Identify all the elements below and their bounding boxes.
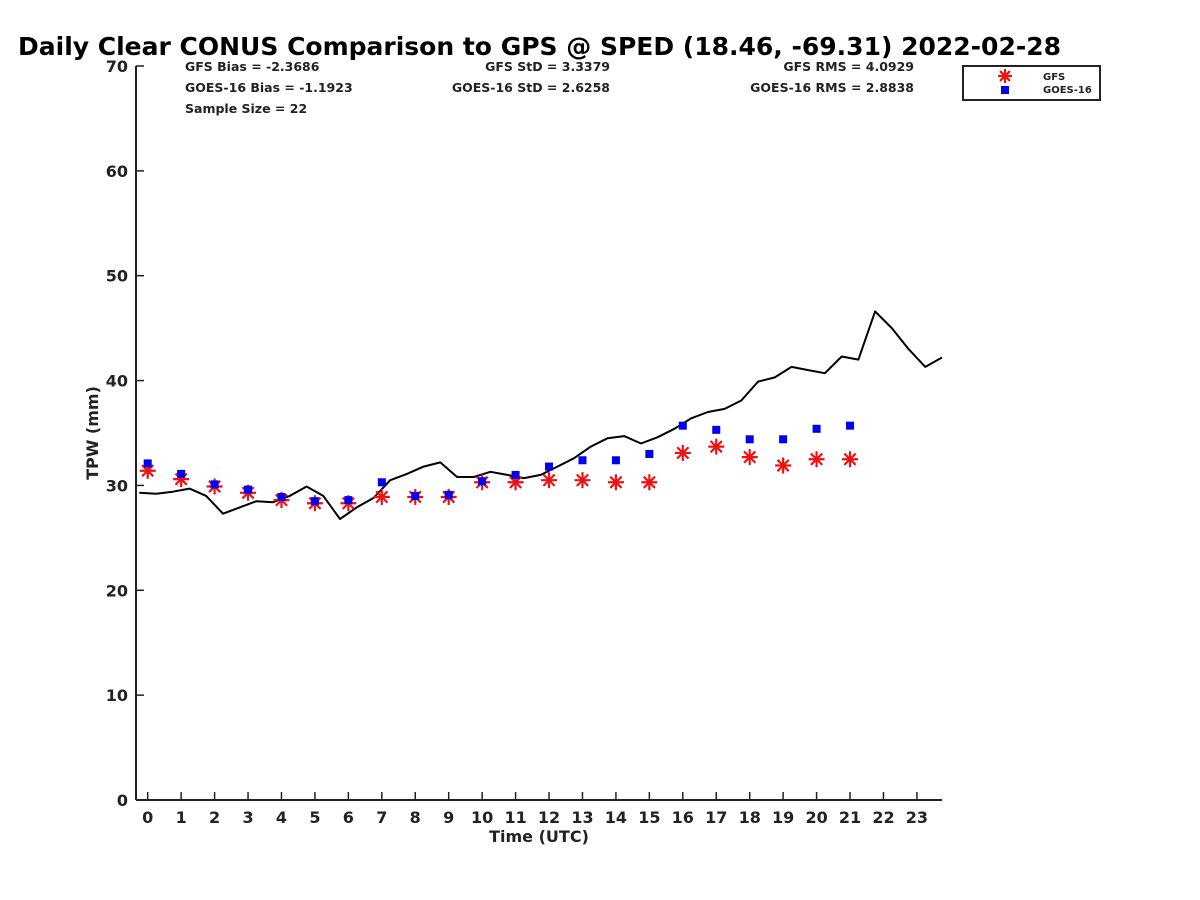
goes-16-point <box>444 490 453 499</box>
x-tick-label: 14 <box>605 808 627 827</box>
x-tick-label: 2 <box>209 808 220 827</box>
y-tick-label: 20 <box>106 581 128 600</box>
gfs-bias-text: GFS Bias = -2.3686 <box>185 59 320 74</box>
gfs-point <box>708 438 725 455</box>
gps-series-line <box>139 310 943 520</box>
goes-16-point <box>310 497 319 506</box>
gfs-point <box>775 457 792 474</box>
goes-16-point <box>511 470 520 479</box>
gfs-point <box>674 444 691 461</box>
goes-16-point <box>411 491 420 500</box>
x-tick-label: 11 <box>504 808 526 827</box>
x-tick-label: 22 <box>872 808 894 827</box>
goes-16-point <box>478 477 487 486</box>
goes-16-point <box>645 449 654 458</box>
x-tick-label: 0 <box>142 808 153 827</box>
chart-title: Daily Clear CONUS Comparison to GPS @ SP… <box>18 32 1061 61</box>
goes-16-point <box>143 459 152 468</box>
x-tick-label: 19 <box>772 808 794 827</box>
gfs-point <box>574 472 591 489</box>
plot-area <box>139 310 943 520</box>
goes-16-point <box>745 435 754 444</box>
y-tick-label: 30 <box>106 476 128 495</box>
goes-std-text: GOES-16 StD = 2.6258 <box>452 80 610 95</box>
gfs-point <box>808 451 825 468</box>
goes-16-point <box>344 496 353 505</box>
axes <box>135 66 942 801</box>
x-tick-label: 16 <box>672 808 694 827</box>
x-tick-label: 20 <box>805 808 827 827</box>
y-tick-label: 40 <box>106 372 128 391</box>
gfs-marker-glyph <box>998 69 1012 83</box>
gfs-point <box>541 472 558 489</box>
goes-16-point <box>611 456 620 465</box>
y-tick-label: 70 <box>106 57 128 76</box>
x-tick-label: 17 <box>705 808 727 827</box>
x-tick-label: 8 <box>410 808 421 827</box>
x-tick-label: 9 <box>443 808 454 827</box>
legend-box <box>962 65 1101 101</box>
goes-16-point <box>545 462 554 471</box>
goes-16-point <box>377 478 386 487</box>
x-tick-label: 3 <box>242 808 253 827</box>
x-tick-label: 7 <box>376 808 387 827</box>
goes-16-marker-glyph <box>1001 86 1009 94</box>
gfs-point <box>373 488 390 505</box>
goes-16-point <box>678 421 687 430</box>
sample-size-text: Sample Size = 22 <box>185 101 307 116</box>
goes-16-point <box>812 424 821 433</box>
goes-16-point <box>277 492 286 501</box>
gfs-point <box>607 474 624 491</box>
y-axis-label: TPW (mm) <box>83 386 102 480</box>
legend-gfs-marker <box>998 69 1012 83</box>
gfs-std-text: GFS StD = 3.3379 <box>485 59 610 74</box>
x-tick-label: 5 <box>309 808 320 827</box>
x-axis-label: Time (UTC) <box>489 827 589 846</box>
legend-goes-label: GOES-16 <box>1043 85 1092 96</box>
goes-16-point <box>779 435 788 444</box>
gfs-point <box>741 449 758 466</box>
legend-goes-marker <box>1001 86 1009 94</box>
stats-block: GFS Bias = -2.3686 GOES-16 Bias = -1.192… <box>185 59 914 116</box>
y-tick-label: 0 <box>117 791 128 810</box>
x-tick-label: 21 <box>839 808 861 827</box>
x-tick-label: 18 <box>739 808 761 827</box>
legend: GFS GOES-16 <box>962 65 1101 101</box>
x-tick-label: 6 <box>343 808 354 827</box>
x-tick-label: 10 <box>471 808 493 827</box>
goes-16-point <box>578 456 587 465</box>
x-tick-label: 12 <box>538 808 560 827</box>
goes-16-point <box>846 421 855 430</box>
gfs-rms-text: GFS RMS = 4.0929 <box>783 59 914 74</box>
x-tick-label: 13 <box>571 808 593 827</box>
goes-rms-text: GOES-16 RMS = 2.8838 <box>750 80 914 95</box>
x-tick-label: 15 <box>638 808 660 827</box>
x-tick-label: 1 <box>176 808 187 827</box>
gfs-point <box>842 451 859 468</box>
goes-16-point <box>712 425 721 434</box>
x-tick-label: 4 <box>276 808 287 827</box>
y-tick-label: 10 <box>106 686 128 705</box>
y-tick-label: 50 <box>106 267 128 286</box>
legend-gfs-label: GFS <box>1043 72 1065 83</box>
x-tick-label: 23 <box>906 808 928 827</box>
goes-16-point <box>244 485 253 494</box>
goes-16-point <box>210 480 219 489</box>
gfs-point <box>641 474 658 491</box>
y-tick-label: 60 <box>106 162 128 181</box>
goes-16-point <box>177 469 186 478</box>
goes-bias-text: GOES-16 Bias = -1.1923 <box>185 80 353 95</box>
